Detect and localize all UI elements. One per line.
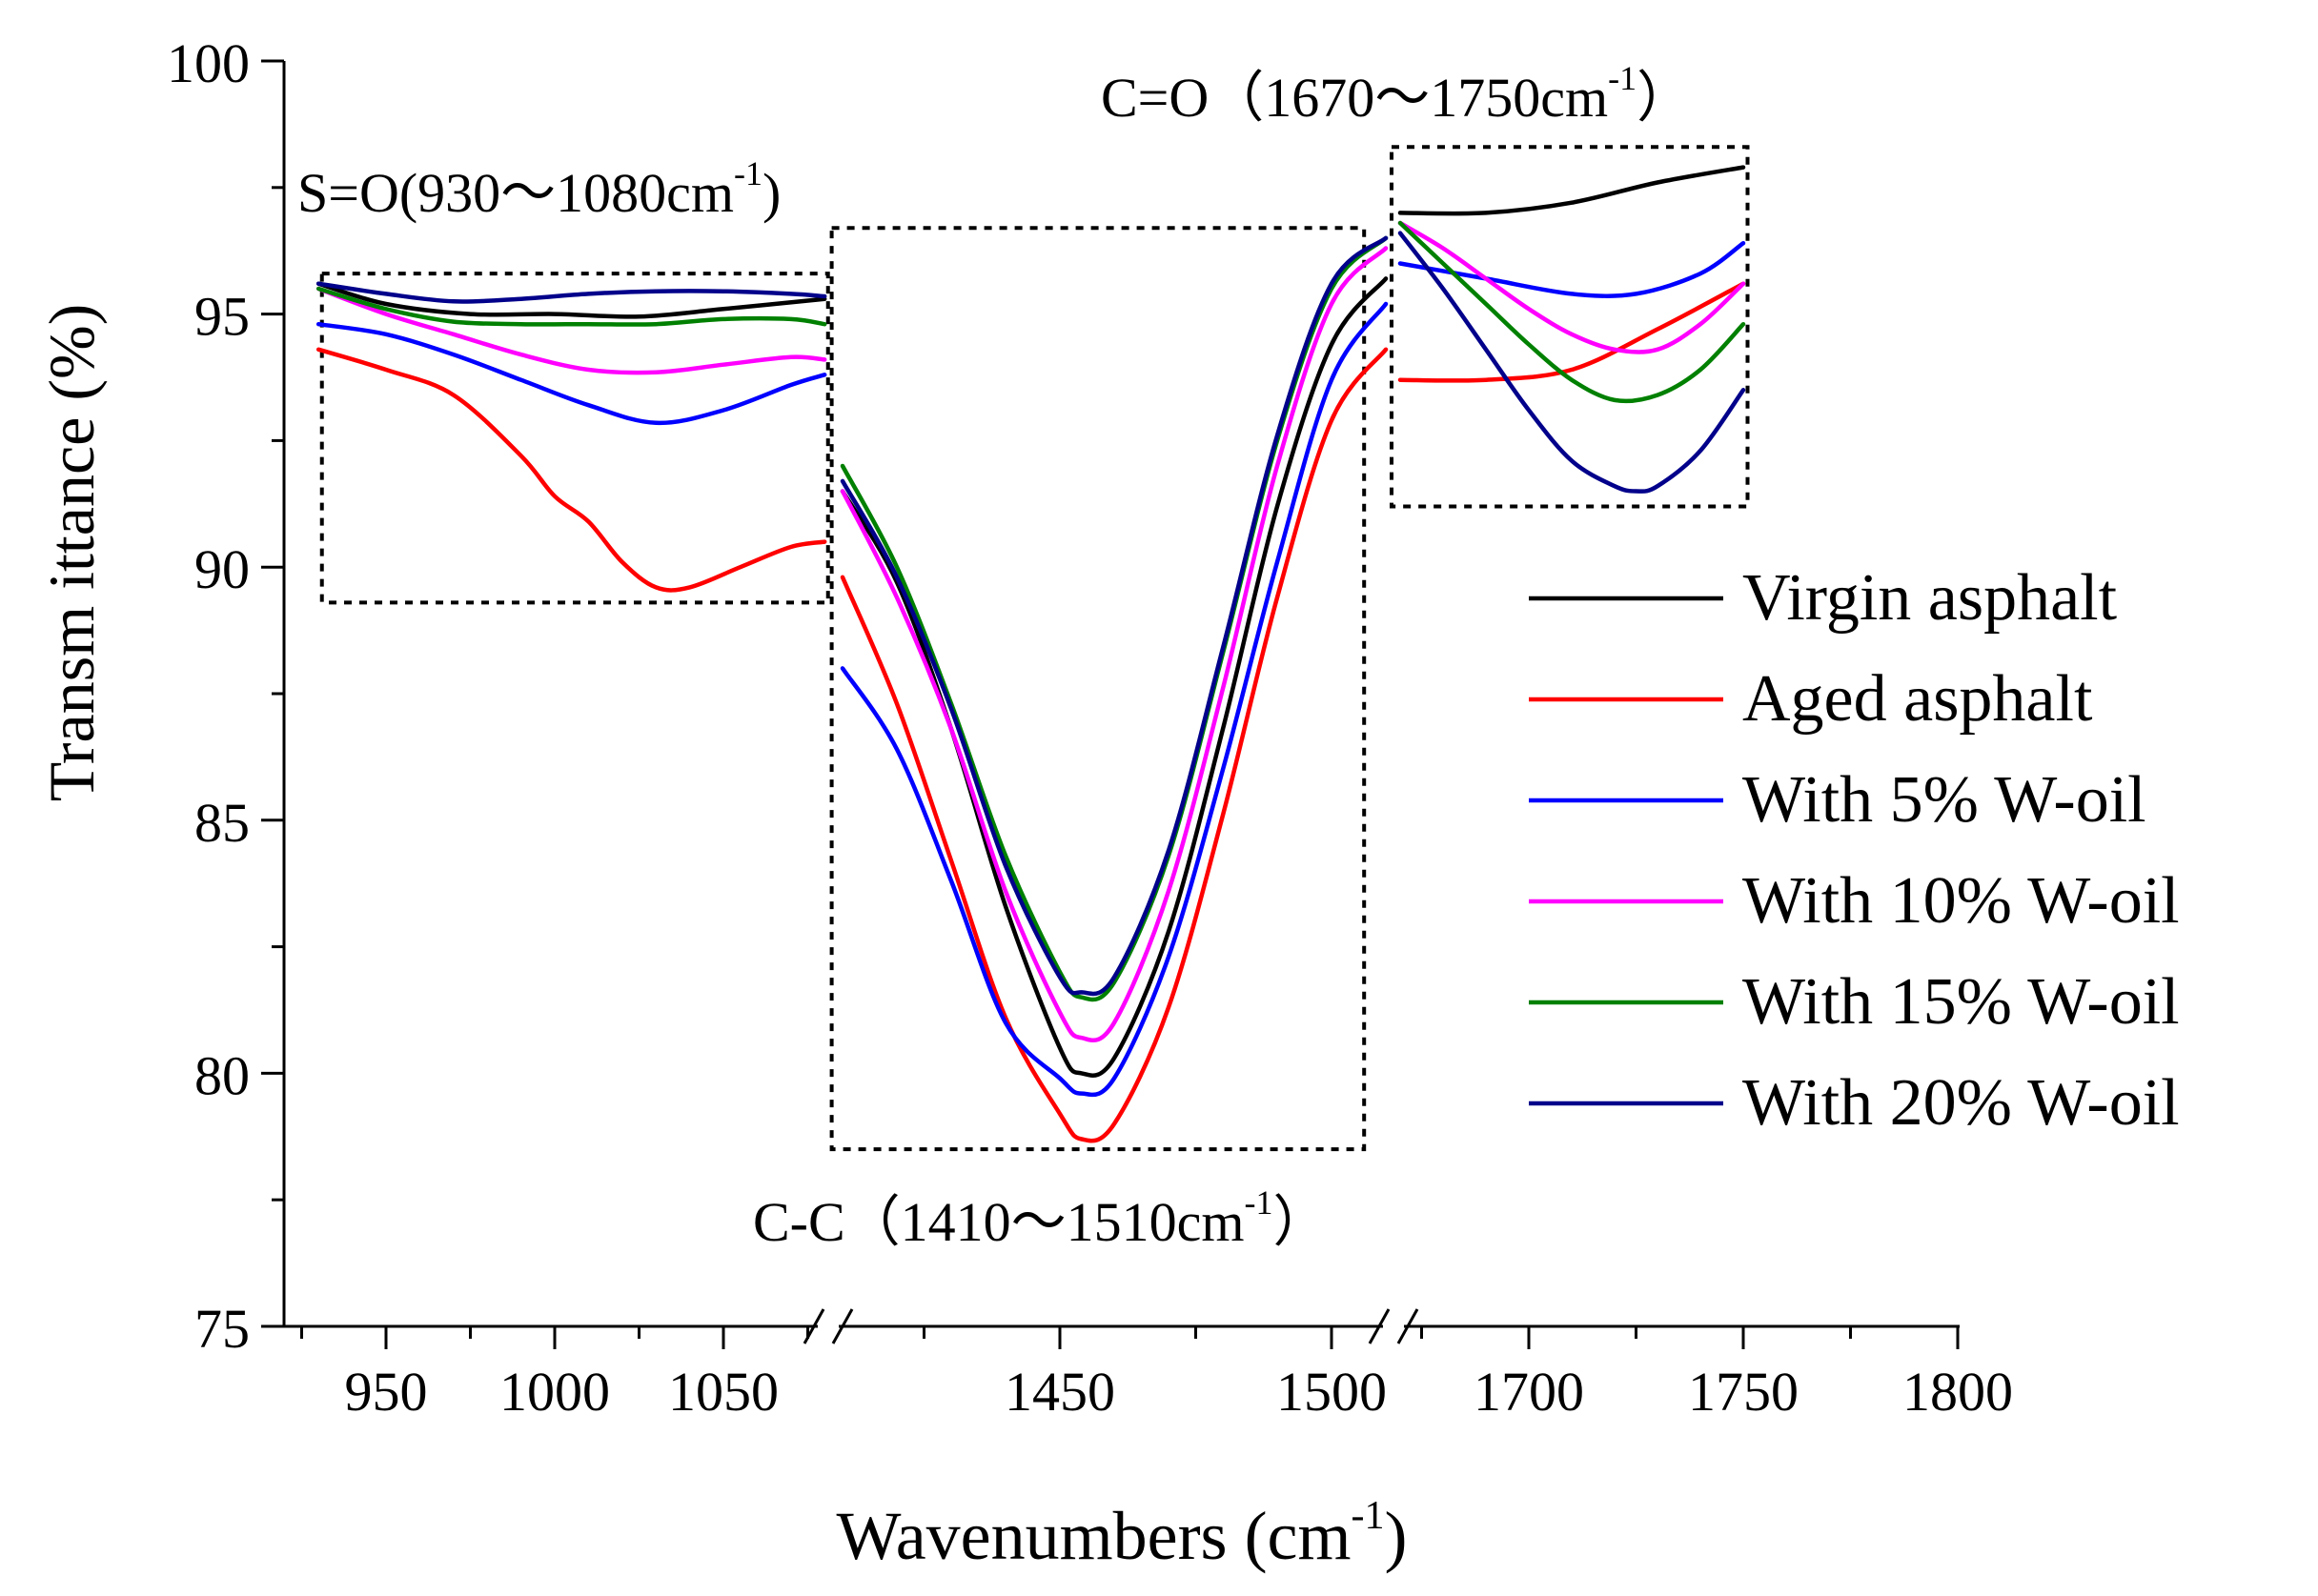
series-line-with-15pct-w-oil-so (315, 286, 827, 327)
legend-label-with-5pct-w-oil: With 5% W-oil (1742, 763, 2146, 837)
series-line-with-10pct-w-oil-so (315, 286, 827, 375)
x-tick-label: 1750 (1688, 1361, 1799, 1423)
x-tick-label: 1500 (1276, 1361, 1387, 1423)
y-axis-title: Transm ittance (%) (35, 304, 108, 801)
series-line-virgin-asphalt-co (1397, 165, 1746, 216)
legend-label-aged-asphalt: Aged asphalt (1742, 662, 2093, 736)
series-line-aged-asphalt-so (315, 347, 827, 593)
region-box-so (319, 272, 830, 605)
series-line-aged-asphalt-co (1397, 281, 1746, 383)
annotation-co-main: C=O（1670～1750cm (1101, 67, 1608, 129)
series-line-virgin-asphalt-so (315, 281, 827, 319)
axis-break-mark-2a (1368, 1308, 1391, 1344)
legend-label-virgin-asphalt: Virgin asphalt (1742, 561, 2118, 635)
y-tick-label: 75 (194, 1298, 250, 1360)
annotation-co: C=O（1670～1750cm-1） (1101, 59, 1692, 129)
series-line-with-5pct-w-oil-co (1397, 240, 1746, 298)
x-tick-label: 950 (345, 1361, 428, 1423)
y-tick-label: 80 (194, 1044, 250, 1106)
x-axis-title-tail: ) (1385, 1498, 1408, 1574)
axis-break-mark-2b (1396, 1308, 1419, 1344)
series-line-with-5pct-w-oil-so (315, 321, 827, 426)
series-line-aged-asphalt-cc (840, 347, 1389, 1143)
legend-label-with-20pct-w-oil: With 20% W-oil (1742, 1066, 2180, 1140)
series-line-virgin-asphalt-cc (840, 276, 1389, 1078)
y-tick-label: 95 (194, 286, 250, 348)
series-line-with-10pct-w-oil-cc (840, 246, 1389, 1042)
series-line-with-10pct-w-oil-co (1397, 220, 1746, 354)
x-tick-label: 1450 (1005, 1361, 1115, 1423)
annotation-cc-sup: -1 (1245, 1183, 1273, 1222)
x-tick-label: 1800 (1902, 1361, 2013, 1423)
x-tick-label: 1000 (499, 1361, 610, 1423)
annotation-so-sup: -1 (734, 154, 762, 192)
x-axis-title-main: Wavenumbers (cm (837, 1498, 1352, 1574)
series-line-with-20pct-w-oil-so (315, 281, 827, 304)
y-tick-label: 85 (194, 792, 250, 854)
series-line-with-5pct-w-oil-cc (840, 301, 1389, 1098)
annotation-co-tail: ） (1637, 67, 1692, 129)
x-tick-label: 1050 (668, 1361, 779, 1423)
annotation-so: S=O(930～1080cm-1) (297, 154, 781, 224)
y-tick-label: 90 (194, 538, 250, 600)
annotation-cc-main: C-C（1410～1510cm (753, 1191, 1245, 1253)
series-line-with-20pct-w-oil-co (1397, 231, 1746, 494)
annotation-cc: C-C（1410～1510cm-1） (753, 1183, 1329, 1253)
legend-label-with-10pct-w-oil: With 10% W-oil (1742, 864, 2180, 938)
y-tick-label: 100 (167, 32, 250, 94)
annotation-so-tail: ) (762, 162, 781, 224)
axis-break-mark-1b (831, 1308, 854, 1344)
x-tick-label: 1700 (1474, 1361, 1584, 1423)
series-line-with-15pct-w-oil-co (1397, 220, 1746, 404)
annotation-co-sup: -1 (1608, 59, 1637, 97)
region-box-co (1390, 145, 1750, 509)
x-axis-title-sup: -1 (1352, 1494, 1385, 1538)
legend-label-with-15pct-w-oil: With 15% W-oil (1742, 965, 2180, 1039)
annotation-cc-tail: ） (1273, 1191, 1329, 1253)
x-axis-title: Wavenumbers (cm-1) (837, 1494, 1408, 1574)
series-line-with-20pct-w-oil-cc (840, 235, 1389, 997)
region-box-cc (829, 226, 1367, 1152)
annotation-so-main: S=O(930～1080cm (297, 162, 734, 224)
